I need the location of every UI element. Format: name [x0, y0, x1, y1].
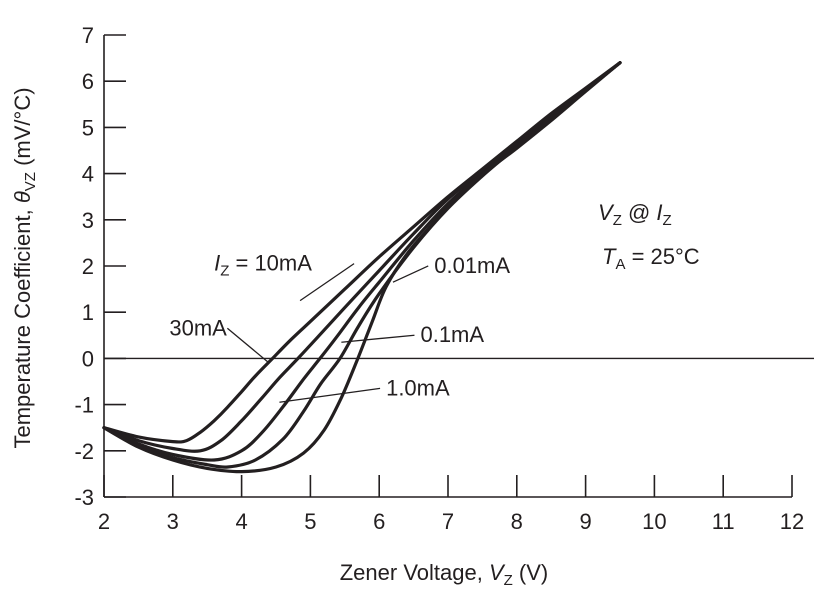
series-label-0p01mA: 0.01mA — [434, 253, 510, 278]
series-labels: IZ = 10mA 30mA 0.01mA 0.1mA 1.0mA — [169, 251, 510, 403]
y-tick-label: 6 — [82, 69, 94, 94]
leader-line-0p1mA — [341, 334, 415, 343]
y-tick-label: -2 — [74, 439, 94, 464]
series-label-30mA: 30mA — [169, 315, 227, 340]
series-line-1p0mA — [102, 61, 622, 462]
series-label-0p1mA: 0.1mA — [420, 322, 484, 347]
x-tick-label: 11 — [712, 509, 735, 534]
x-tick-label: 7 — [442, 509, 454, 534]
y-tick-label: 2 — [82, 254, 94, 279]
condition-annotation-vz-iz: VZ @ IZ — [598, 200, 672, 229]
series-line-0p1mA — [102, 61, 622, 469]
x-tick-label: 8 — [511, 509, 523, 534]
x-axis-title: Zener Voltage, VZ (V) — [340, 560, 549, 589]
x-tick-label: 10 — [642, 509, 666, 534]
leader-line-1p0mA — [279, 387, 381, 403]
y-tick-label: 7 — [82, 23, 94, 48]
x-tick-label: 3 — [167, 509, 179, 534]
y-tick-label: 1 — [82, 300, 94, 325]
series-line-10mA — [102, 61, 622, 453]
y-tick-label: 5 — [82, 115, 94, 140]
x-tick-label: 12 — [780, 509, 804, 534]
leader-line-0p01mA — [392, 265, 429, 283]
series-curves — [102, 61, 622, 474]
y-tick-label: 3 — [82, 208, 94, 233]
leader-line-10mA — [299, 263, 355, 302]
series-label-10mA: IZ = 10mA — [214, 251, 312, 280]
y-tick-label: 0 — [82, 346, 94, 371]
leader-line-30mA — [226, 327, 270, 364]
x-tick-label: 6 — [373, 509, 385, 534]
series-line-30mA — [102, 61, 622, 444]
y-tick-label: 4 — [82, 162, 94, 187]
condition-annotation-ta: TA = 25°C — [602, 244, 700, 273]
x-tick-label: 9 — [579, 509, 591, 534]
x-tick-label: 4 — [235, 509, 247, 534]
y-tick-label: -1 — [74, 393, 94, 418]
x-tick-label: 5 — [304, 509, 316, 534]
series-label-1p0mA: 1.0mA — [386, 375, 450, 400]
y-axis-title: Temperature Coefficient, θVZ (mV/°C) — [10, 87, 39, 448]
x-tick-label: 2 — [98, 509, 110, 534]
y-tick-label: -3 — [74, 485, 94, 510]
